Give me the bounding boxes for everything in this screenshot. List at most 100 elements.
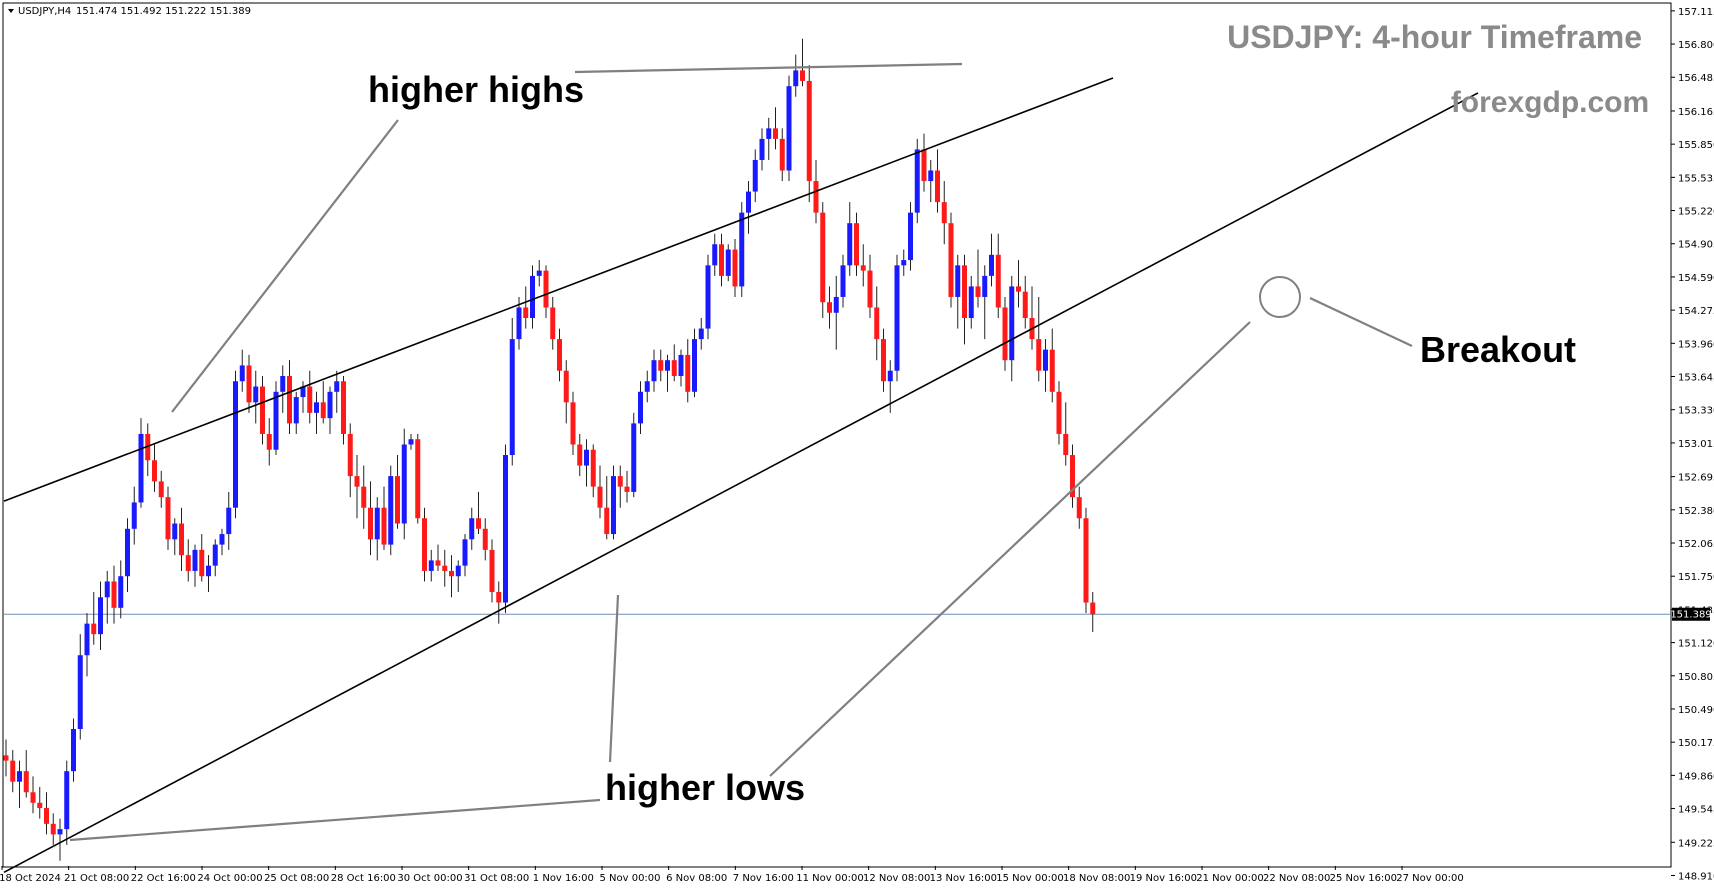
candle (246, 354, 252, 413)
candle (462, 534, 468, 577)
time-tick-label: 21 Nov 00:00 (1196, 873, 1263, 884)
upper-channel-line[interactable] (3, 77, 1114, 502)
time-tick-label: 24 Oct 00:00 (197, 873, 262, 884)
price-tick-label: 153.330 (1678, 406, 1714, 417)
candle (806, 65, 812, 203)
candle (590, 444, 596, 498)
candle (287, 360, 292, 434)
candle (341, 375, 346, 445)
time-tick-label: 18 Oct 2024 (0, 873, 61, 884)
candle (233, 370, 238, 519)
candle (422, 507, 427, 582)
candle (712, 233, 718, 276)
price-axis[interactable]: 157.115 156.800 156.485 156.165 155.850 155.5… (1670, 4, 1714, 882)
candle (692, 328, 697, 398)
time-tick-label: 19 Nov 16:00 (1130, 873, 1197, 884)
price-tick-label: 150.490 (1678, 705, 1714, 716)
candle (71, 718, 76, 782)
time-tick-label: 22 Oct 16:00 (131, 873, 196, 884)
candle (280, 365, 286, 413)
candle (368, 481, 373, 556)
price-tick-label: 154.275 (1678, 306, 1714, 317)
candle (833, 275, 839, 350)
lower-channel-line[interactable] (3, 92, 1479, 874)
candle (273, 381, 279, 456)
candle (1063, 402, 1069, 466)
price-tick-label: 155.220 (1678, 207, 1714, 218)
candle (307, 370, 313, 424)
candle (550, 296, 556, 350)
price-tick-label: 149.860 (1678, 771, 1714, 782)
candle (840, 254, 846, 308)
candle (739, 202, 745, 297)
time-tick-label: 21 Oct 08:00 (64, 873, 129, 884)
candle (597, 465, 603, 519)
candle (1002, 296, 1008, 371)
price-tick-label: 156.800 (1678, 40, 1714, 51)
ohlc-values: 151.474 151.492 151.222 151.389 (76, 6, 251, 17)
candle (374, 497, 380, 561)
price-tick-label: 152.065 (1678, 539, 1714, 550)
candle (415, 433, 421, 524)
candle (577, 433, 583, 477)
candle (37, 786, 43, 819)
candle (23, 750, 29, 798)
price-tick-label: 151.120 (1678, 639, 1714, 650)
time-tick-label: 28 Oct 16:00 (331, 873, 396, 884)
candle (489, 539, 495, 603)
candle (719, 233, 724, 287)
candle (921, 133, 927, 192)
candle (989, 233, 994, 287)
candle (968, 275, 974, 329)
candle (948, 212, 954, 308)
dropdown-triangle-icon[interactable] (8, 9, 14, 13)
candle (3, 739, 9, 777)
breakout-label: Breakout (1420, 329, 1576, 370)
candle (901, 249, 907, 276)
candle (800, 38, 805, 87)
candle (698, 318, 704, 350)
time-tick-label: 5 Nov 00:00 (599, 873, 660, 884)
candle (820, 202, 826, 319)
candle (759, 128, 765, 171)
candle (91, 592, 97, 645)
candle (638, 381, 643, 434)
price-tick-label: 156.165 (1678, 107, 1714, 118)
candle (395, 455, 400, 529)
candle (746, 181, 751, 234)
candle (503, 444, 508, 614)
website-label: forexgdp.com (1451, 86, 1649, 119)
candle (509, 318, 515, 466)
candle (172, 518, 178, 556)
candle (847, 202, 853, 276)
candle (1076, 486, 1082, 529)
time-tick-label: 31 Oct 08:00 (464, 873, 529, 884)
candle (651, 349, 657, 392)
price-tick-label: 151.750 (1678, 572, 1714, 583)
candle (57, 818, 63, 861)
candle (631, 412, 637, 498)
candle (401, 428, 407, 540)
candle (1056, 381, 1062, 445)
candle (773, 107, 778, 150)
candle (611, 465, 616, 540)
candle (10, 750, 16, 793)
candle (192, 544, 198, 587)
candle (455, 560, 461, 593)
higher-lows-label: higher lows (605, 767, 805, 808)
candle (793, 54, 799, 97)
candle (678, 349, 684, 387)
time-tick-label: 22 Nov 08:00 (1263, 873, 1330, 884)
candle (523, 286, 529, 329)
current-price-badge: 151.389 (1670, 607, 1712, 621)
candle (935, 149, 940, 213)
candle (995, 233, 1001, 319)
candle (928, 159, 934, 203)
candle (557, 328, 562, 382)
candle (239, 349, 245, 392)
breakout-pointer (1309, 297, 1413, 347)
time-axis[interactable]: 18 Oct 2024 21 Oct 08:00 22 Oct 16:00 24 Oc… (0, 866, 1464, 884)
candle (314, 391, 319, 434)
